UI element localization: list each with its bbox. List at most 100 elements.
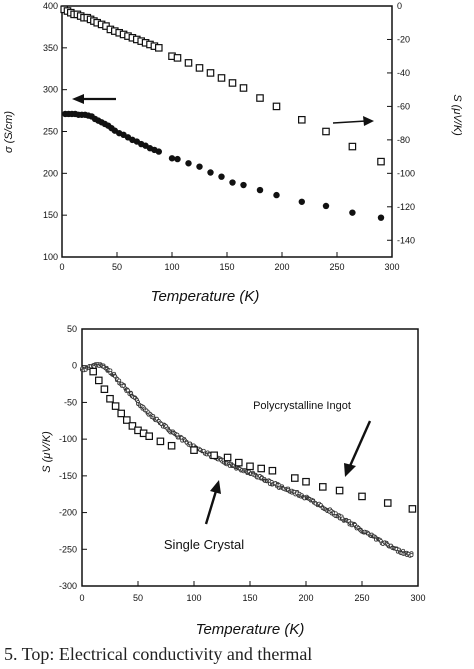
polycrystalline-point [319, 483, 327, 491]
polycrystalline-point [246, 462, 254, 471]
top-x-tick-label: 0 [59, 262, 64, 272]
bottom-x-tick-label: 100 [186, 593, 201, 603]
top-seebeck-point [239, 84, 248, 92]
polycrystalline-point [291, 474, 299, 482]
top-x-tick-label: 200 [274, 262, 289, 272]
top-conductivity-point [349, 209, 356, 216]
top-y-left-ticks: 100 150 200 250 300 350 400 [43, 1, 67, 262]
bottom-chart: 0 50 100 150 200 250 300 50 0 -50 -100 -150 -200 -25… [41, 324, 426, 638]
top-conductivity-point [174, 155, 181, 163]
top-conductivity-point [207, 169, 214, 176]
polycrystalline-point [117, 409, 126, 418]
bottom-y-tick-label: -300 [59, 581, 77, 591]
top-x-axis-label: Temperature (K) [151, 288, 260, 305]
polycrystalline-point [111, 402, 120, 410]
polycrystalline-point [156, 437, 165, 446]
polycrystalline-point [94, 376, 103, 385]
top-conductivity-point [168, 155, 176, 162]
top-conductivity-point [298, 198, 305, 205]
top-y-right-ticks: 0 -20 -40 -60 -80 -100 -120 -140 [387, 1, 415, 245]
top-y-left-tick-label: 400 [43, 1, 58, 11]
top-seebeck-point [155, 44, 163, 52]
top-y-left-tick-label: 250 [43, 127, 58, 137]
polycrystalline-point [145, 432, 154, 441]
top-conductivity-series [62, 110, 385, 221]
top-seebeck-point [272, 102, 281, 111]
polycrystalline-point [100, 385, 109, 394]
top-seebeck-point [298, 115, 306, 124]
polycrystalline-point [128, 422, 137, 430]
top-seebeck-point [206, 69, 215, 77]
top-seebeck-point [256, 94, 264, 102]
bottom-y-tick-label: 0 [72, 361, 77, 371]
polycrystalline-point [358, 492, 366, 501]
top-conductivity-point [196, 163, 203, 170]
annotation-single-crystal: Single Crystal [164, 537, 244, 552]
top-seebeck-series [60, 5, 385, 166]
polycrystalline-point [223, 453, 232, 462]
single-crystal-point [409, 553, 414, 558]
top-y-left-tick-label: 300 [43, 85, 58, 95]
polycrystalline-point [89, 367, 98, 376]
polycrystalline-point [302, 477, 310, 486]
top-x-ticks: 0 50 100 150 200 250 300 [59, 252, 400, 272]
top-y-right-tick-label: -80 [397, 135, 410, 145]
top-left-arrow [72, 94, 116, 104]
top-conductivity-point [185, 160, 192, 167]
bottom-y-tick-label: -150 [59, 471, 77, 481]
top-x-tick-label: 100 [164, 262, 179, 272]
top-conductivity-point [256, 186, 264, 194]
bottom-plot-frame [81, 328, 419, 587]
top-y-right-tick-label: -140 [397, 235, 415, 245]
polycrystalline-point [235, 458, 243, 467]
bottom-x-tick-label: 250 [354, 593, 369, 603]
top-seebeck-point [217, 74, 226, 82]
annotation-polycrystalline-ingot: Polycrystalline Ingot [253, 400, 351, 412]
polycrystalline-point [167, 441, 176, 450]
bottom-x-tick-label: 0 [79, 593, 84, 603]
top-y-right-tick-label: -40 [397, 68, 410, 78]
top-y-left-tick-label: 200 [43, 168, 58, 178]
polycrystalline-point [268, 466, 277, 475]
top-seebeck-point [322, 127, 330, 136]
top-y-right-tick-label: -100 [397, 168, 415, 178]
bottom-x-ticks: 0 50 100 150 200 250 300 [79, 581, 426, 603]
polycrystalline-point [122, 416, 131, 424]
top-y-left-axis-label: σ (S/cm) [3, 111, 15, 153]
polycrystalline-point [210, 451, 218, 460]
bottom-polycrystalline-series [89, 367, 417, 513]
bottom-x-tick-label: 300 [410, 593, 425, 603]
polycrystalline-point [190, 446, 198, 454]
bottom-y-axis-label: S (μV/K) [41, 431, 53, 473]
single-crystal-point [125, 388, 130, 393]
bottom-x-tick-label: 150 [242, 593, 257, 603]
bottom-y-tick-label: -250 [59, 544, 77, 554]
polycrystalline-point [408, 505, 417, 513]
bottom-y-ticks: 50 0 -50 -100 -150 -200 -250 -300 [59, 324, 87, 591]
top-y-right-tick-label: -120 [397, 202, 415, 212]
top-conductivity-point [273, 191, 280, 199]
top-chart: 0 50 100 150 200 250 300 100 150 200 250 300 350 400… [3, 1, 463, 305]
arrow-polycrystalline-ingot [344, 420, 372, 477]
top-conductivity-point [240, 181, 247, 189]
top-y-right-tick-label: -60 [397, 101, 410, 111]
bottom-single-crystal-series [79, 362, 414, 558]
bottom-x-tick-label: 200 [298, 593, 313, 603]
top-x-tick-label: 50 [112, 262, 122, 272]
top-y-left-tick-label: 350 [43, 43, 58, 53]
bottom-y-tick-label: 50 [67, 324, 77, 334]
top-y-left-tick-label: 150 [43, 210, 58, 220]
top-seebeck-point [195, 64, 204, 72]
top-seebeck-point [173, 54, 182, 62]
top-seebeck-point [228, 79, 237, 87]
top-y-right-tick-label: 0 [397, 1, 402, 11]
top-seebeck-point [348, 142, 357, 151]
arrow-single-crystal [204, 480, 221, 525]
top-x-tick-label: 250 [329, 262, 344, 272]
polycrystalline-point [335, 486, 344, 495]
top-conductivity-point [322, 202, 330, 210]
top-x-tick-label: 300 [384, 262, 399, 272]
bottom-y-tick-label: -100 [59, 434, 77, 444]
polycrystalline-point [383, 499, 392, 507]
